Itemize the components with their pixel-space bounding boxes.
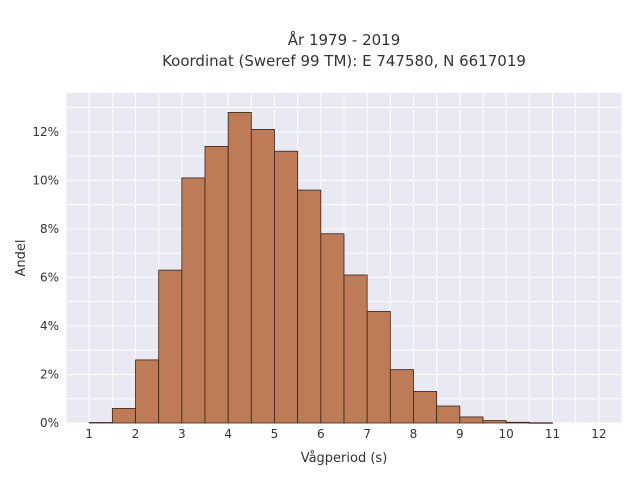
histogram-bar — [505, 421, 530, 424]
y-tick-label: 8% — [40, 222, 59, 236]
x-tick-label: 3 — [178, 427, 186, 441]
x-tick-label: 5 — [271, 427, 279, 441]
histogram-bar — [436, 405, 461, 424]
x-tick-label: 7 — [363, 427, 371, 441]
x-tick-label: 1 — [85, 427, 93, 441]
histogram-bar — [158, 269, 183, 424]
y-tick-label: 6% — [40, 270, 59, 284]
histogram-bar — [343, 274, 368, 424]
x-tick-label: 11 — [545, 427, 560, 441]
histogram-bar — [88, 422, 113, 424]
histogram-bar — [227, 112, 252, 424]
histogram-bars — [88, 112, 553, 424]
x-tick-label: 8 — [410, 427, 418, 441]
histogram-bar — [297, 189, 322, 424]
chart-title-line-1: År 1979 - 2019 — [288, 30, 401, 49]
x-axis-label: Vågperiod (s) — [301, 451, 388, 466]
y-tick-label: 2% — [40, 367, 59, 381]
histogram-bar — [320, 233, 345, 424]
histogram-bar — [250, 128, 275, 424]
y-tick-label: 4% — [40, 319, 59, 333]
histogram-bar — [111, 408, 136, 424]
x-tick-label: 9 — [456, 427, 464, 441]
histogram-bar — [204, 145, 229, 424]
y-tick-label: 12% — [32, 125, 59, 139]
x-tick-label: 10 — [499, 427, 514, 441]
histogram-bar — [389, 369, 414, 424]
y-axis-label: Andel — [14, 240, 29, 277]
x-tick-label: 2 — [132, 427, 140, 441]
histogram-bar — [413, 391, 438, 424]
chart-title-line-2: Koordinat (Sweref 99 TM): E 747580, N 66… — [162, 52, 526, 70]
x-axis-ticks: 1 2 3 4 5 6 7 8 9 10 11 12 — [85, 427, 606, 441]
y-axis-ticks: 0% 2% 4% 6% 8% 10% 12% — [32, 125, 59, 430]
histogram-bar — [135, 359, 160, 424]
x-tick-label: 12 — [591, 427, 606, 441]
histogram-bar — [459, 416, 484, 424]
histogram-bar — [181, 177, 206, 424]
x-tick-label: 4 — [224, 427, 232, 441]
histogram-bar — [274, 150, 299, 424]
y-tick-label: 10% — [32, 173, 59, 187]
histogram-bar — [528, 422, 553, 424]
histogram-bar — [482, 420, 507, 424]
y-tick-label: 0% — [40, 416, 59, 430]
x-tick-label: 6 — [317, 427, 325, 441]
histogram-bar — [366, 310, 391, 424]
